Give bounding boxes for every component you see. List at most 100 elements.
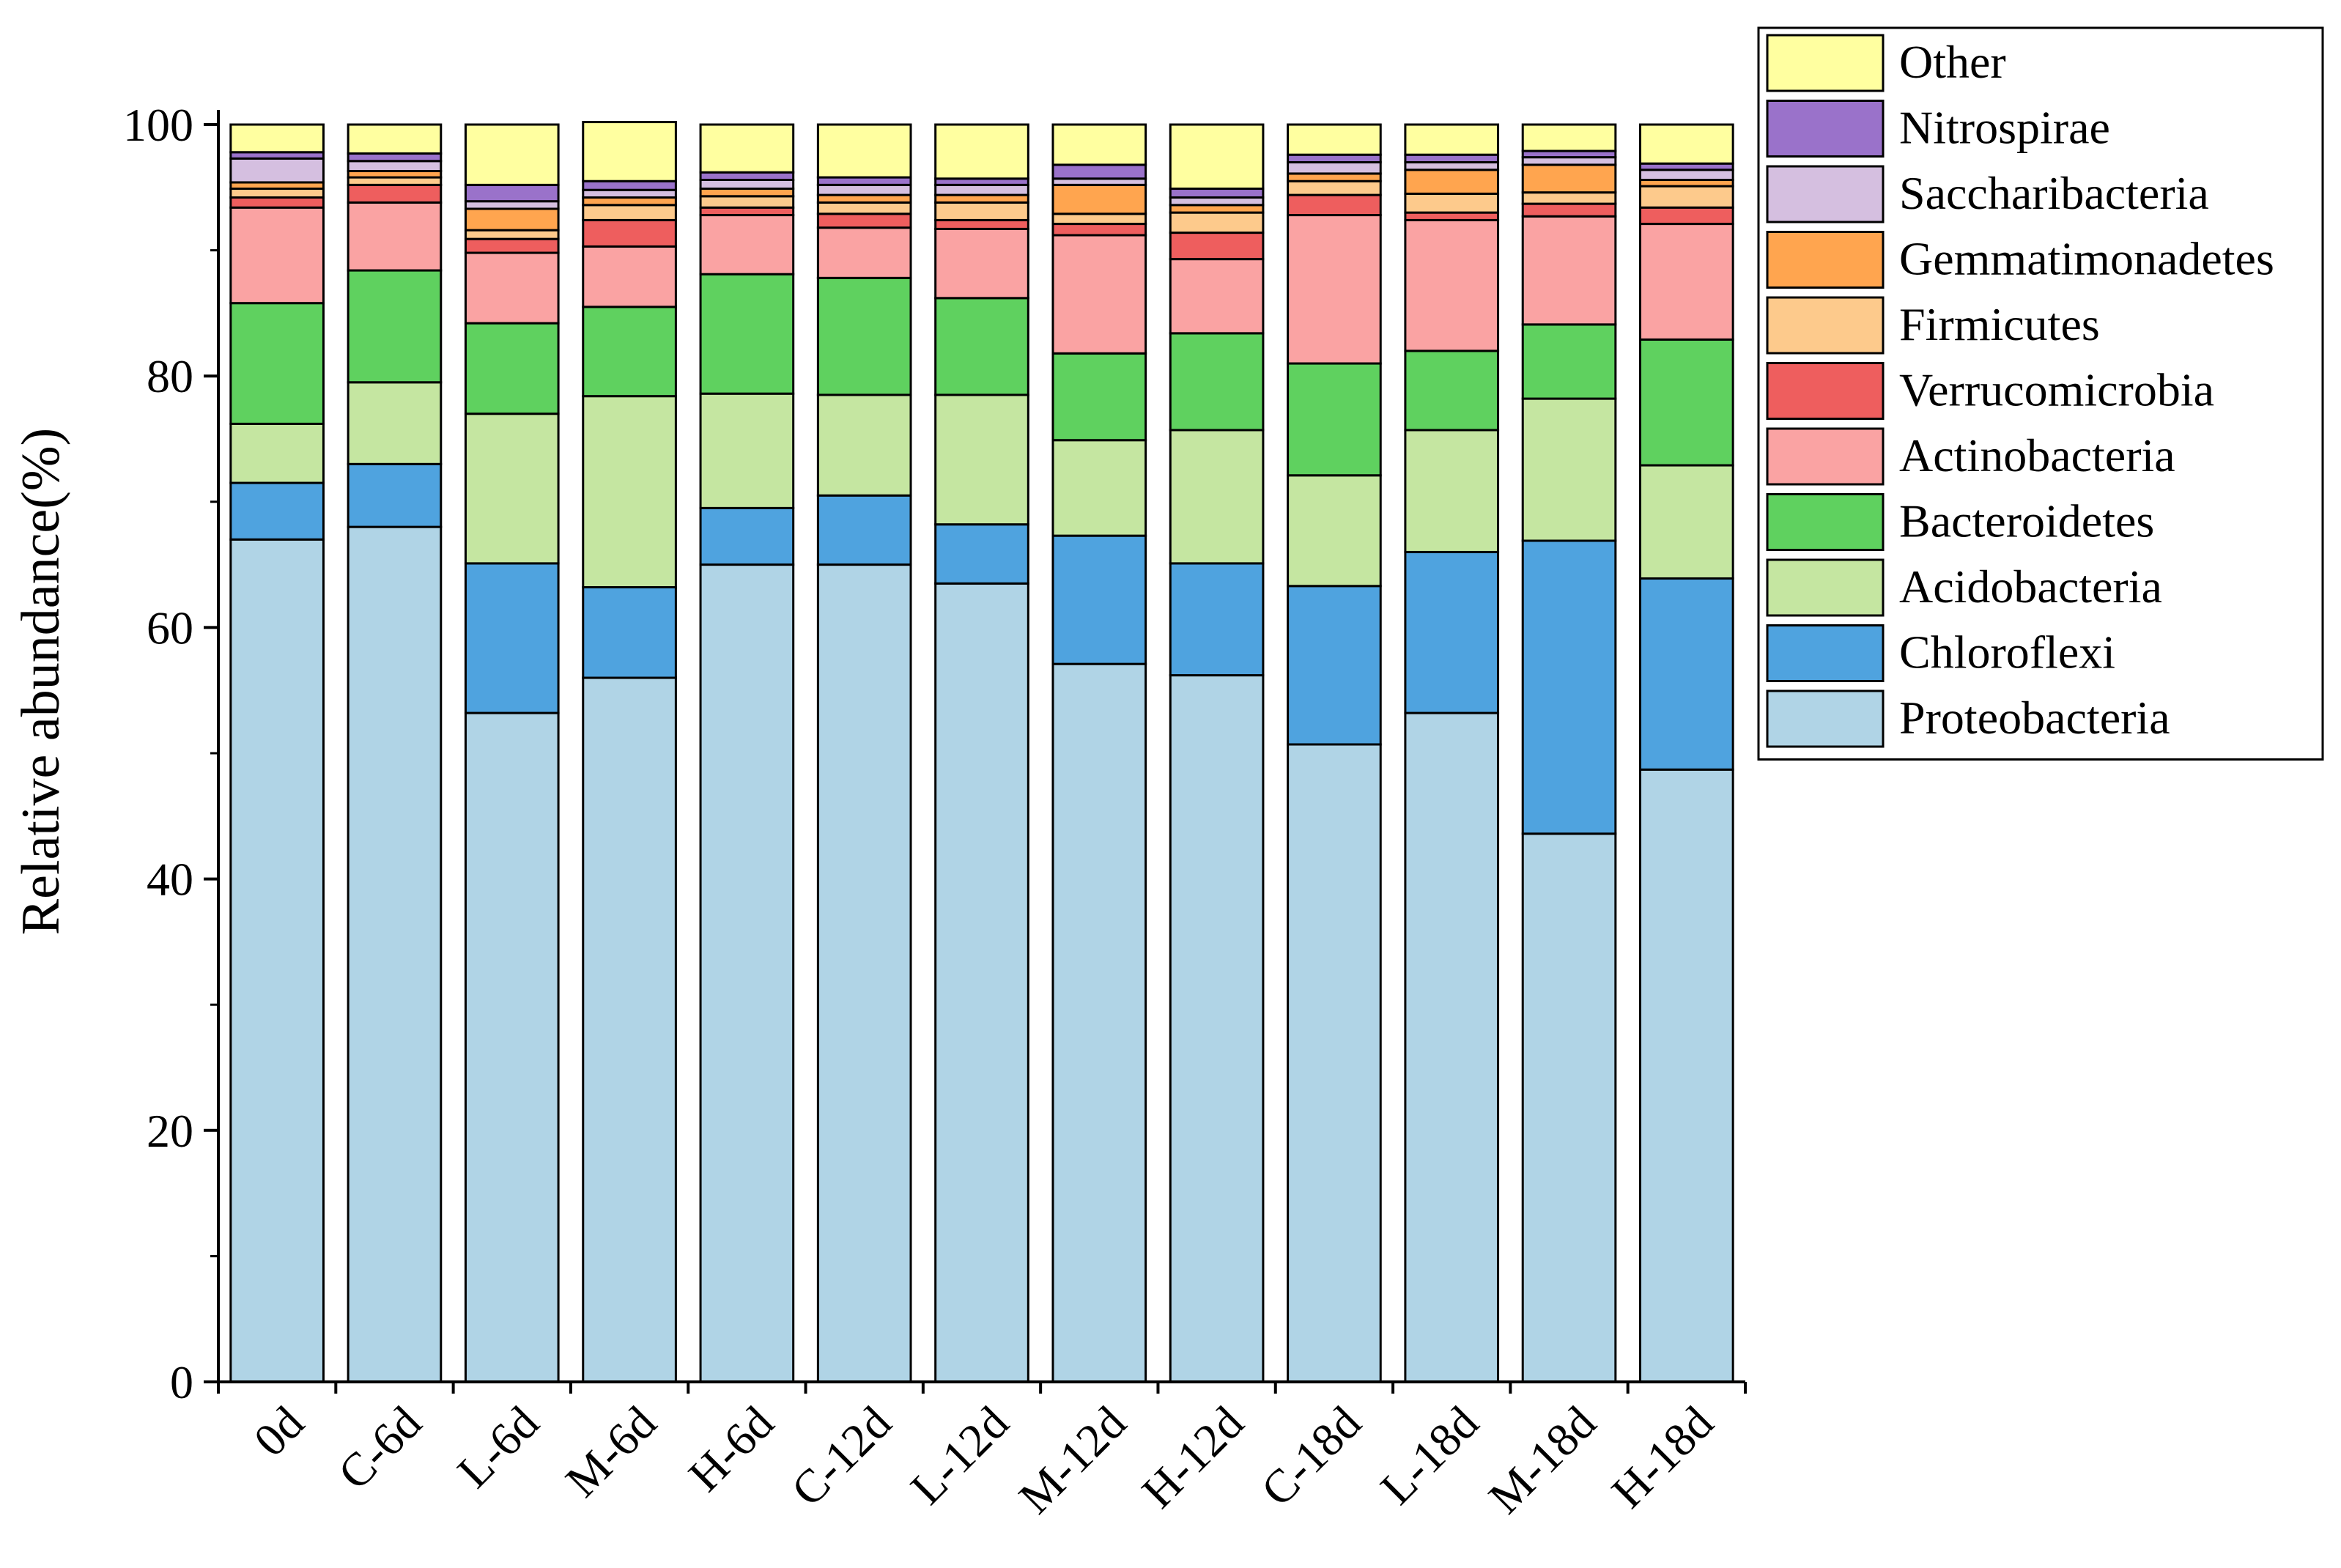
bar-0d-saccharibacteria — [229, 157, 325, 184]
bar-m-6d-proteobacteria — [582, 676, 677, 1383]
bar-c-6d-nitrospirae — [347, 152, 443, 163]
legend-label-saccharibacteria: Saccharibacteria — [1899, 167, 2209, 219]
bar-c-6d-firmicutes — [347, 176, 443, 186]
bar-m-12d-other — [1051, 123, 1147, 166]
bar-m-6d-nitrospirae — [582, 180, 677, 191]
legend-label-proteobacteria: Proteobacteria — [1899, 692, 2170, 744]
bar-c-12d-gemmatimonadetes — [816, 193, 912, 204]
bar-l-6d-nitrospirae — [464, 183, 560, 203]
x-tick-label-l-12d: L-12d — [900, 1397, 1018, 1515]
legend-label-nitrospirae: Nitrospirae — [1899, 102, 2110, 154]
bar-c-18d-other — [1287, 123, 1382, 156]
bar-m-6d-gemmatimonadetes — [582, 196, 677, 207]
bar-h-12d-bacteroidetes — [1169, 332, 1265, 432]
bar-h-18d-proteobacteria — [1639, 768, 1734, 1383]
legend-label-bacteroidetes: Bacteroidetes — [1899, 495, 2154, 547]
bar-l-18d-acidobacteria — [1404, 429, 1500, 553]
bar-m-12d-bacteroidetes — [1051, 352, 1147, 442]
bar-l-18d-firmicutes — [1404, 192, 1500, 214]
bar-h-6d-gemmatimonadetes — [699, 188, 795, 198]
bar-l-12d-chloroflexi — [934, 523, 1029, 585]
bar-l-12d-actinobacteria — [934, 227, 1029, 300]
bar-l-18d-nitrospirae — [1404, 153, 1500, 163]
bar-c-12d-actinobacteria — [816, 226, 912, 279]
bar-c-6d-chloroflexi — [347, 462, 443, 528]
bar-l-6d-other — [464, 123, 560, 186]
bar-m-12d-firmicutes — [1051, 212, 1147, 226]
bar-h-18d-actinobacteria — [1639, 223, 1734, 341]
bar-h-6d-proteobacteria — [699, 563, 795, 1383]
bar-m-18d-gemmatimonadetes — [1521, 163, 1617, 194]
bar-l-6d-acidobacteria — [464, 413, 560, 565]
bar-m-18d-bacteroidetes — [1521, 323, 1617, 400]
x-tick-label-l-6d: L-6d — [448, 1397, 549, 1498]
legend-swatch-firmicutes — [1766, 296, 1885, 355]
bar-0d-acidobacteria — [229, 422, 325, 484]
bar-c-12d-saccharibacteria — [816, 183, 912, 196]
bar-m-12d-verrucomicrobia — [1051, 223, 1147, 237]
bar-m-12d-acidobacteria — [1051, 439, 1147, 537]
bar-c-18d-chloroflexi — [1287, 585, 1382, 746]
bar-l-12d-verrucomicrobia — [934, 218, 1029, 230]
y-tick-label-100: 100 — [123, 99, 193, 151]
bar-m-18d-proteobacteria — [1521, 832, 1617, 1383]
legend-swatch-gemmatimonadetes — [1766, 231, 1885, 289]
bar-h-6d-saccharibacteria — [699, 179, 795, 191]
y-axis-title: Relative abundance(%) — [11, 428, 71, 935]
bar-h-18d-acidobacteria — [1639, 464, 1734, 580]
x-tick-label-0d: 0d — [244, 1397, 314, 1466]
bar-c-6d-other — [347, 123, 443, 155]
bar-h-12d-gemmatimonadetes — [1169, 204, 1265, 214]
bar-c-18d-saccharibacteria — [1287, 160, 1382, 175]
legend-swatch-chloroflexi — [1766, 624, 1885, 682]
bar-m-12d-proteobacteria — [1051, 662, 1147, 1383]
bar-c-6d-verrucomicrobia — [347, 183, 443, 204]
bar-c-12d-bacteroidetes — [816, 276, 912, 396]
bar-l-18d-proteobacteria — [1404, 711, 1500, 1383]
bar-m-18d-saccharibacteria — [1521, 156, 1617, 166]
bar-0d-firmicutes — [229, 188, 325, 199]
bar-l-6d-saccharibacteria — [464, 200, 560, 210]
bar-h-12d-actinobacteria — [1169, 258, 1265, 335]
bar-c-6d-saccharibacteria — [347, 160, 443, 172]
bar-h-12d-saccharibacteria — [1169, 196, 1265, 207]
x-tick-labels: 0d C-6d L-6d M-6d H-6dC-12d L-12dM-12dH-12dC-… — [244, 1397, 1723, 1523]
bar-h-12d-proteobacteria — [1169, 674, 1265, 1383]
legend-label-other: Other — [1899, 36, 2006, 88]
x-tick-label-l-18d: L-18d — [1370, 1397, 1488, 1515]
bar-m-18d-firmicutes — [1521, 191, 1617, 205]
legend-swatch-saccharibacteria — [1766, 165, 1885, 223]
bar-m-6d-verrucomicrobia — [582, 218, 677, 248]
x-tick-label-c-12d: C-12d — [781, 1397, 900, 1516]
bar-l-12d-firmicutes — [934, 201, 1029, 221]
bar-l-12d-proteobacteria — [934, 582, 1029, 1383]
legend-swatch-actinobacteria — [1766, 427, 1885, 486]
bar-c-12d-chloroflexi — [816, 494, 912, 566]
x-tick-label-c-6d: C-6d — [328, 1397, 432, 1500]
legend-swatch-verrucomicrobia — [1766, 362, 1885, 420]
bar-h-6d-bacteroidetes — [699, 273, 795, 395]
bar-c-18d-gemmatimonadetes — [1287, 172, 1382, 182]
bar-c-6d-bacteroidetes — [347, 269, 443, 384]
bar-c-12d-verrucomicrobia — [816, 212, 912, 229]
bar-c-12d-nitrospirae — [816, 176, 912, 186]
bar-m-6d-chloroflexi — [582, 585, 677, 679]
x-tick-label-m-6d: M-6d — [555, 1397, 666, 1507]
bar-l-12d-bacteroidetes — [934, 297, 1029, 396]
bar-l-12d-acidobacteria — [934, 393, 1029, 526]
x-tick-label-h-18d: H-18d — [1602, 1397, 1723, 1518]
bar-h-6d-nitrospirae — [699, 171, 795, 182]
bar-l-18d-gemmatimonadetes — [1404, 169, 1500, 195]
bar-c-6d-proteobacteria — [347, 525, 443, 1383]
bar-c-12d-proteobacteria — [816, 563, 912, 1383]
bar-h-18d-firmicutes — [1639, 185, 1734, 209]
bar-l-18d-bacteroidetes — [1404, 350, 1500, 432]
bar-l-6d-bacteroidetes — [464, 322, 560, 415]
bar-h-6d-acidobacteria — [699, 392, 795, 509]
y-tick-label-0: 0 — [170, 1356, 193, 1408]
bar-m-12d-chloroflexi — [1051, 534, 1147, 665]
x-tick-label-m-18d: M-18d — [1479, 1397, 1605, 1523]
bar-l-18d-saccharibacteria — [1404, 160, 1500, 171]
y-tick-label-20: 20 — [147, 1105, 193, 1157]
bar-h-6d-chloroflexi — [699, 506, 795, 566]
